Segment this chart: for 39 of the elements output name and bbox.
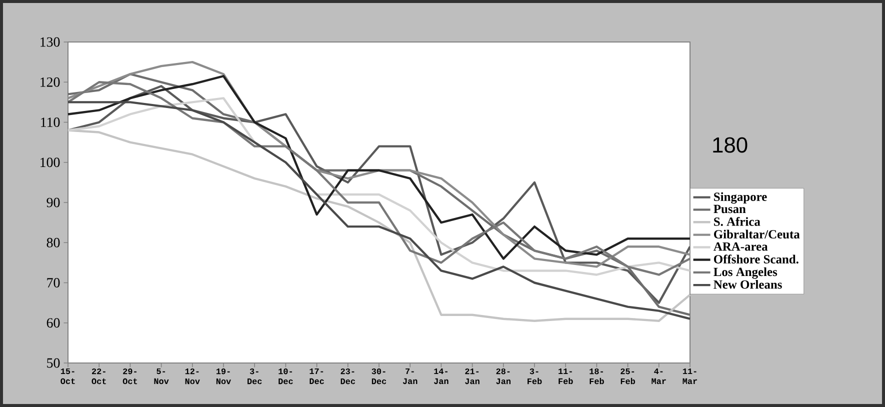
- x-tick-label: 18- Feb: [590, 368, 604, 384]
- legend-label: S. Africa: [714, 217, 760, 226]
- x-tick-label: 3- Dec: [248, 368, 262, 384]
- x-tick-label: 21- Jan: [465, 368, 480, 384]
- legend-label: Gibraltar/Ceuta: [714, 230, 800, 239]
- legend-label: Singapore: [714, 192, 767, 204]
- x-tick-label: 22- Oct: [92, 368, 106, 384]
- x-tick-label: 23- Dec: [340, 368, 356, 384]
- x-tick-label: 7- Jan: [402, 368, 418, 384]
- y-tick-label: 120: [40, 77, 60, 87]
- legend-label: New Orleans: [714, 280, 782, 289]
- x-tick-label: 3- Feb: [528, 368, 542, 384]
- legend-label: ARA-area: [714, 242, 768, 251]
- x-tick-label: 28- Jan: [496, 368, 511, 384]
- y-tick-label: 110: [41, 118, 60, 127]
- y-tick-label: 130: [40, 37, 60, 47]
- x-tick-label: 15- Oct: [60, 368, 75, 384]
- legend-label: Offshore Scand.: [714, 254, 798, 264]
- x-tick-label: 19- Nov: [216, 368, 231, 384]
- text: 180: [713, 137, 748, 153]
- x-tick-label: 12- Nov: [185, 368, 200, 384]
- x-tick-label: 10- Dec: [278, 368, 293, 384]
- legend-label: Los Angeles: [714, 267, 778, 279]
- x-tick-label: 17- Dec: [310, 368, 324, 384]
- y-tick-label: 50: [47, 358, 60, 368]
- x-tick-label: 14- Jan: [434, 368, 448, 384]
- x-tick-label: 25- Feb: [620, 368, 636, 384]
- legend-label: Pusan: [714, 204, 746, 214]
- x-tick-label: 11- Mar: [682, 368, 698, 384]
- y-tick-label: 70: [47, 278, 60, 288]
- y-tick-label: 90: [46, 198, 60, 208]
- x-tick-label: 11- Feb: [558, 368, 573, 384]
- x-tick-label: 5- Nov: [154, 368, 169, 384]
- y-tick-label: 60: [46, 318, 60, 328]
- y-tick-label: 80: [46, 238, 60, 248]
- x-tick-label: 29- Oct: [122, 368, 138, 384]
- x-tick-label: 30- Dec: [372, 368, 386, 384]
- x-tick-label: 4- Mar: [652, 368, 666, 384]
- y-tick-label: 100: [40, 158, 60, 168]
